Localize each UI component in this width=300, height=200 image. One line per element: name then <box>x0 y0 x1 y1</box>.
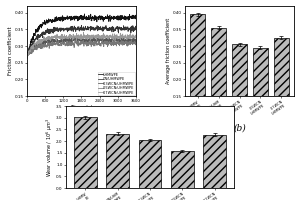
0.3WCN/UHMWPE <box>98 38 102 41</box>
Legend: UHMWPE, CN/UHMWPE, 0.3WCN/UHMWPE, 0.5WCN/UHMWPE, 0.7WCN/UHMWPE: UHMWPE, CN/UHMWPE, 0.3WCN/UHMWPE, 0.5WCN… <box>98 72 135 95</box>
Bar <box>253 48 268 146</box>
UHMWPE <box>134 17 138 19</box>
Bar <box>139 140 161 188</box>
0.7WCN/UHMWPE <box>98 37 102 40</box>
0.3WCN/UHMWPE <box>44 40 48 43</box>
Line: 0.3WCN/UHMWPE: 0.3WCN/UHMWPE <box>27 35 136 57</box>
0.7WCN/UHMWPE <box>134 35 138 38</box>
CN/UHMWPE <box>53 27 57 29</box>
0.5WCN/UHMWPE <box>45 44 48 47</box>
UHMWPE <box>25 53 29 55</box>
Line: UHMWPE: UHMWPE <box>27 14 136 56</box>
0.5WCN/UHMWPE <box>134 43 138 45</box>
CN/UHMWPE <box>108 26 111 29</box>
0.3WCN/UHMWPE <box>25 56 29 59</box>
UHMWPE <box>75 16 78 18</box>
0.5WCN/UHMWPE <box>108 41 111 44</box>
0.3WCN/UHMWPE <box>95 34 99 36</box>
Bar <box>211 28 226 146</box>
Bar <box>74 117 97 188</box>
Bar <box>203 135 226 188</box>
0.5WCN/UHMWPE <box>25 54 29 56</box>
0.5WCN/UHMWPE <box>90 42 93 44</box>
0.3WCN/UHMWPE <box>89 39 93 41</box>
0.3WCN/UHMWPE <box>74 39 78 42</box>
0.7WCN/UHMWPE <box>45 39 48 41</box>
CN/UHMWPE <box>75 29 78 31</box>
CN/UHMWPE <box>80 24 83 26</box>
0.3WCN/UHMWPE <box>107 39 111 41</box>
0.7WCN/UHMWPE <box>26 57 29 60</box>
Text: (b): (b) <box>233 123 246 132</box>
0.3WCN/UHMWPE <box>53 38 57 41</box>
0.5WCN/UHMWPE <box>26 56 29 59</box>
0.7WCN/UHMWPE <box>25 54 29 57</box>
Bar <box>190 14 205 146</box>
Line: CN/UHMWPE: CN/UHMWPE <box>27 25 136 57</box>
UHMWPE <box>98 18 102 21</box>
0.7WCN/UHMWPE <box>108 35 111 38</box>
UHMWPE <box>26 55 29 57</box>
CN/UHMWPE <box>26 56 29 59</box>
0.5WCN/UHMWPE <box>53 42 57 45</box>
0.5WCN/UHMWPE <box>98 42 102 45</box>
0.7WCN/UHMWPE <box>90 37 93 39</box>
Y-axis label: Wear volume / $10^{6}$ $\mu m^{3}$: Wear volume / $10^{6}$ $\mu m^{3}$ <box>44 117 55 177</box>
UHMWPE <box>83 13 86 15</box>
CN/UHMWPE <box>90 28 93 31</box>
UHMWPE <box>53 16 57 18</box>
CN/UHMWPE <box>98 26 102 28</box>
0.5WCN/UHMWPE <box>75 42 78 44</box>
Bar <box>106 134 129 188</box>
0.3WCN/UHMWPE <box>134 38 138 41</box>
0.7WCN/UHMWPE <box>82 31 85 33</box>
UHMWPE <box>108 17 111 20</box>
X-axis label: Time (s): Time (s) <box>70 105 92 110</box>
0.5WCN/UHMWPE <box>88 38 92 41</box>
0.7WCN/UHMWPE <box>53 36 57 38</box>
Y-axis label: Friction coefficient: Friction coefficient <box>8 27 13 75</box>
Bar <box>171 151 194 188</box>
CN/UHMWPE <box>25 55 29 57</box>
CN/UHMWPE <box>134 27 138 30</box>
Y-axis label: Average friction coefficient: Average friction coefficient <box>166 18 171 84</box>
UHMWPE <box>45 21 48 23</box>
UHMWPE <box>90 16 93 19</box>
0.7WCN/UHMWPE <box>75 36 78 39</box>
Text: (a): (a) <box>75 123 88 132</box>
Line: 0.7WCN/UHMWPE: 0.7WCN/UHMWPE <box>27 32 136 58</box>
Bar <box>232 44 247 146</box>
CN/UHMWPE <box>45 29 48 31</box>
Bar <box>274 38 289 146</box>
Line: 0.5WCN/UHMWPE: 0.5WCN/UHMWPE <box>27 39 136 57</box>
